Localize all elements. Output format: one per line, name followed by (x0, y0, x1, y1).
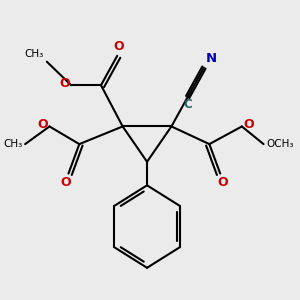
Text: O: O (61, 176, 71, 190)
Text: OCH₃: OCH₃ (266, 139, 294, 149)
Text: O: O (113, 40, 124, 53)
Text: C: C (183, 98, 192, 112)
Text: O: O (59, 77, 70, 90)
Text: O: O (38, 118, 48, 131)
Text: CH₃: CH₃ (25, 49, 44, 59)
Text: O: O (243, 118, 254, 131)
Text: O: O (218, 176, 228, 190)
Text: N: N (205, 52, 216, 64)
Text: CH₃: CH₃ (3, 139, 22, 149)
